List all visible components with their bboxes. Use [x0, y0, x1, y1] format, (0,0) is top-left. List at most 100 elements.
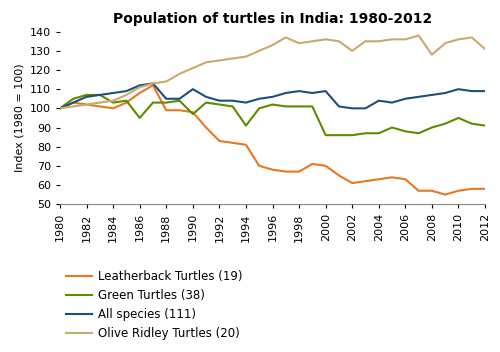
All species (111) [150, 81, 156, 86]
Green Turtles (38) [190, 112, 196, 116]
Leatherback Turtles (19) [442, 193, 448, 197]
Olive Ridley Turtles (20) [230, 56, 235, 61]
Green Turtles (38) [136, 116, 142, 120]
Leatherback Turtles (19) [110, 106, 116, 111]
Green Turtles (38) [362, 131, 368, 136]
All species (111) [442, 91, 448, 95]
Leatherback Turtles (19) [136, 91, 142, 95]
Olive Ridley Turtles (20) [310, 39, 316, 43]
All species (111) [336, 104, 342, 108]
All species (111) [163, 97, 169, 101]
Leatherback Turtles (19) [296, 169, 302, 174]
Green Turtles (38) [468, 121, 474, 126]
All species (111) [468, 89, 474, 93]
All species (111) [256, 97, 262, 101]
Olive Ridley Turtles (20) [283, 35, 289, 39]
Olive Ridley Turtles (20) [429, 52, 435, 57]
Olive Ridley Turtles (20) [376, 39, 382, 43]
Leatherback Turtles (19) [70, 100, 76, 105]
Leatherback Turtles (19) [230, 141, 235, 145]
Leatherback Turtles (19) [256, 164, 262, 168]
Green Turtles (38) [310, 104, 316, 108]
Olive Ridley Turtles (20) [402, 37, 408, 42]
Olive Ridley Turtles (20) [349, 49, 355, 53]
Line: Green Turtles (38): Green Turtles (38) [60, 95, 485, 135]
Green Turtles (38) [57, 106, 63, 111]
Green Turtles (38) [376, 131, 382, 136]
Olive Ridley Turtles (20) [243, 55, 249, 59]
Olive Ridley Turtles (20) [456, 37, 462, 42]
All species (111) [243, 100, 249, 105]
Olive Ridley Turtles (20) [163, 80, 169, 84]
Olive Ridley Turtles (20) [416, 33, 422, 38]
Y-axis label: Index (1980 = 100): Index (1980 = 100) [14, 64, 24, 172]
Green Turtles (38) [230, 104, 235, 108]
Green Turtles (38) [389, 125, 395, 130]
Green Turtles (38) [482, 124, 488, 128]
Green Turtles (38) [150, 100, 156, 105]
Green Turtles (38) [336, 133, 342, 137]
Green Turtles (38) [256, 106, 262, 111]
Olive Ridley Turtles (20) [190, 66, 196, 70]
Leatherback Turtles (19) [310, 162, 316, 166]
Olive Ridley Turtles (20) [322, 37, 328, 42]
Leatherback Turtles (19) [362, 179, 368, 183]
All species (111) [322, 89, 328, 93]
Leatherback Turtles (19) [376, 177, 382, 181]
Olive Ridley Turtles (20) [203, 60, 209, 64]
Olive Ridley Turtles (20) [150, 81, 156, 86]
All species (111) [389, 100, 395, 105]
All species (111) [110, 91, 116, 95]
Leatherback Turtles (19) [429, 189, 435, 193]
All species (111) [136, 83, 142, 87]
All species (111) [376, 99, 382, 103]
Olive Ridley Turtles (20) [442, 41, 448, 45]
All species (111) [310, 91, 316, 95]
Olive Ridley Turtles (20) [362, 39, 368, 43]
Olive Ridley Turtles (20) [124, 93, 130, 97]
All species (111) [57, 106, 63, 111]
All species (111) [203, 95, 209, 99]
Olive Ridley Turtles (20) [270, 43, 276, 47]
Leatherback Turtles (19) [336, 173, 342, 177]
All species (111) [124, 89, 130, 93]
Leatherback Turtles (19) [124, 100, 130, 105]
Leatherback Turtles (19) [389, 175, 395, 180]
All species (111) [176, 97, 182, 101]
Olive Ridley Turtles (20) [84, 102, 89, 107]
All species (111) [97, 93, 103, 97]
Leatherback Turtles (19) [322, 164, 328, 168]
Line: All species (111): All species (111) [60, 83, 485, 108]
Olive Ridley Turtles (20) [482, 47, 488, 51]
Leatherback Turtles (19) [416, 189, 422, 193]
Leatherback Turtles (19) [190, 110, 196, 114]
Green Turtles (38) [176, 99, 182, 103]
All species (111) [84, 95, 89, 99]
Green Turtles (38) [270, 102, 276, 107]
Legend: Leatherback Turtles (19), Green Turtles (38), All species (111), Olive Ridley Tu: Leatherback Turtles (19), Green Turtles … [66, 270, 242, 340]
Green Turtles (38) [124, 99, 130, 103]
All species (111) [296, 89, 302, 93]
Leatherback Turtles (19) [97, 104, 103, 108]
Leatherback Turtles (19) [176, 108, 182, 112]
Olive Ridley Turtles (20) [97, 100, 103, 105]
Green Turtles (38) [163, 100, 169, 105]
All species (111) [190, 87, 196, 91]
Leatherback Turtles (19) [283, 169, 289, 174]
Leatherback Turtles (19) [468, 187, 474, 191]
All species (111) [70, 100, 76, 105]
Line: Leatherback Turtles (19): Leatherback Turtles (19) [60, 85, 485, 195]
Olive Ridley Turtles (20) [296, 41, 302, 45]
Leatherback Turtles (19) [270, 168, 276, 172]
Leatherback Turtles (19) [243, 143, 249, 147]
Leatherback Turtles (19) [456, 189, 462, 193]
Leatherback Turtles (19) [163, 108, 169, 112]
All species (111) [402, 97, 408, 101]
Leatherback Turtles (19) [349, 181, 355, 185]
Leatherback Turtles (19) [402, 177, 408, 181]
Green Turtles (38) [429, 125, 435, 130]
Leatherback Turtles (19) [57, 106, 63, 111]
All species (111) [429, 93, 435, 97]
Leatherback Turtles (19) [216, 139, 222, 143]
Green Turtles (38) [243, 124, 249, 128]
